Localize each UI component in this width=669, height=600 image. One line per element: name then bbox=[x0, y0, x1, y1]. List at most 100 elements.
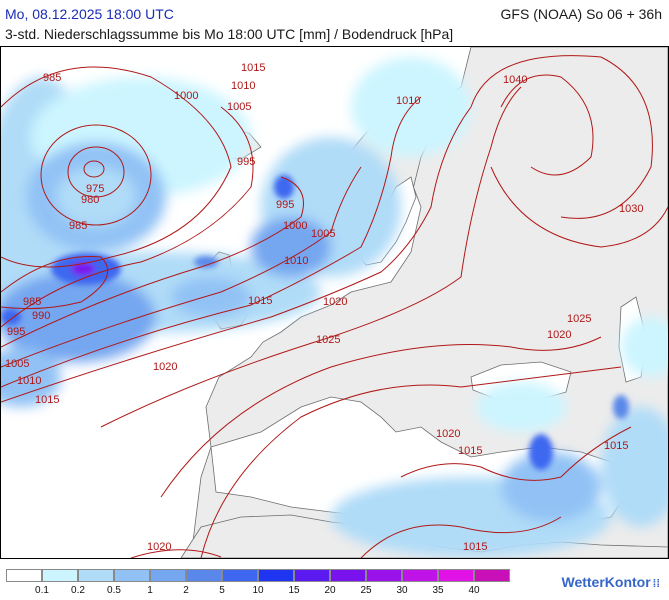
legend-swatch bbox=[222, 569, 258, 582]
isobar-labels: 985 1010 1015 1000 1005 995 975 980 985 … bbox=[5, 62, 643, 553]
weather-map: 985 1010 1015 1000 1005 995 975 980 985 … bbox=[0, 46, 669, 559]
precip-atlantic-low bbox=[1, 272, 156, 362]
isobar-label: 1040 bbox=[503, 74, 527, 86]
weather-map-canvas: 985 1010 1015 1000 1005 995 975 980 985 … bbox=[1, 47, 668, 558]
isobar-label: 1020 bbox=[323, 296, 347, 308]
isobar-1015-south bbox=[400, 426, 632, 481]
isobar-label: 1010 bbox=[396, 95, 420, 107]
precip-far-east bbox=[621, 317, 668, 377]
legend-swatch bbox=[402, 569, 438, 582]
precipitation-field bbox=[1, 57, 668, 557]
legend-swatch bbox=[366, 569, 402, 582]
legend-label: 2 bbox=[183, 585, 189, 596]
isobar-1020-africa bbox=[130, 549, 222, 558]
isobar-label: 1020 bbox=[147, 541, 171, 553]
isobar-995-west bbox=[1, 106, 254, 328]
isobar-1025 bbox=[160, 336, 602, 498]
isobar-label: 995 bbox=[237, 156, 255, 168]
valid-datetime: Mo, 08.12.2025 18:00 UTC bbox=[5, 6, 174, 22]
precip-levant bbox=[601, 407, 668, 527]
legend-label: 10 bbox=[252, 585, 264, 596]
isobar-1015-africa bbox=[360, 516, 562, 558]
legend-label: 1 bbox=[147, 585, 153, 596]
precipitation-intense bbox=[1, 175, 629, 470]
legend-label: 0.5 bbox=[107, 585, 121, 596]
isobar-label: 1015 bbox=[241, 62, 265, 74]
isobar-1000 bbox=[1, 176, 304, 348]
isobar-label: 1020 bbox=[547, 329, 571, 341]
legend-label: 25 bbox=[360, 585, 372, 596]
isobar-label: 1010 bbox=[231, 80, 255, 92]
legend-swatch bbox=[474, 569, 510, 582]
legend-swatch bbox=[150, 569, 186, 582]
isobar-985-south bbox=[1, 255, 109, 310]
model-run-info: GFS (NOAA) So 06 + 36h bbox=[500, 6, 662, 22]
map-description: 3-std. Niederschlagssumme bis Mo 18:00 U… bbox=[5, 26, 454, 42]
isobar-1040 bbox=[500, 74, 594, 176]
legend-label: 35 bbox=[432, 585, 444, 596]
isobar-label: 985 bbox=[69, 220, 87, 232]
isobar-label: 1015 bbox=[35, 394, 59, 406]
isobar-label: 1010 bbox=[17, 375, 41, 387]
legend-swatch bbox=[258, 569, 294, 582]
legend-swatch bbox=[42, 569, 78, 582]
isobar-label: 1005 bbox=[311, 228, 335, 240]
legend-swatch bbox=[294, 569, 330, 582]
legend-swatch bbox=[186, 569, 222, 582]
precip-intense-low-core bbox=[71, 262, 95, 276]
legend-swatch bbox=[6, 569, 42, 582]
precip-intense-britain bbox=[194, 256, 218, 268]
legend-swatch bbox=[438, 569, 474, 582]
isobar-1035 bbox=[470, 55, 653, 219]
isobar-975 bbox=[83, 160, 105, 178]
legend-label: 15 bbox=[288, 585, 300, 596]
isobar-label: 1020 bbox=[436, 428, 460, 440]
precip-intense-west bbox=[1, 309, 21, 325]
isobar-label: 985 bbox=[43, 72, 61, 84]
isobar-label: 1025 bbox=[316, 334, 340, 346]
legend-label: 0.2 bbox=[71, 585, 85, 596]
isobar-label: 985 bbox=[23, 296, 41, 308]
precip-intense-crete bbox=[529, 434, 553, 470]
brand-mark-icon: ⁞⁞ bbox=[652, 578, 660, 590]
legend-label: 30 bbox=[396, 585, 408, 596]
isobar-1030 bbox=[490, 166, 668, 248]
isobars bbox=[1, 55, 668, 558]
isobar-1015 bbox=[1, 106, 472, 403]
brand-logo: WetterKontor ⁞⁞ bbox=[561, 574, 660, 590]
legend-swatch bbox=[330, 569, 366, 582]
isobar-985-north bbox=[40, 124, 152, 226]
isobar-1010 bbox=[1, 96, 422, 388]
isobar-label: 1000 bbox=[174, 90, 198, 102]
isobar-label: 1015 bbox=[463, 541, 487, 553]
isobar-label: 1020 bbox=[153, 361, 177, 373]
legend-swatch bbox=[78, 569, 114, 582]
legend-label: 0.1 bbox=[35, 585, 49, 596]
isobar-label: 995 bbox=[276, 199, 294, 211]
legend-label: 40 bbox=[468, 585, 480, 596]
precip-west-edge bbox=[1, 347, 61, 407]
precip-intense-levant bbox=[613, 395, 629, 419]
isobar-label: 1015 bbox=[604, 440, 628, 452]
isobar-label: 1005 bbox=[5, 358, 29, 370]
isobar-label: 990 bbox=[32, 310, 50, 322]
isobar-label: 1005 bbox=[227, 101, 251, 113]
isobar-980 bbox=[67, 146, 125, 198]
isobar-1005 bbox=[1, 166, 362, 368]
precip-north-sea bbox=[251, 217, 331, 277]
isobar-label: 1010 bbox=[284, 255, 308, 267]
isobar-label: 1025 bbox=[567, 313, 591, 325]
isobar-label: 1000 bbox=[283, 220, 307, 232]
legend-swatch bbox=[114, 569, 150, 582]
precip-turkey bbox=[476, 382, 566, 432]
legend-label: 20 bbox=[324, 585, 336, 596]
isobar-label: 1015 bbox=[248, 295, 272, 307]
isobar-label: 1030 bbox=[619, 203, 643, 215]
isobar-990 bbox=[1, 66, 232, 268]
isobar-label: 995 bbox=[7, 326, 25, 338]
legend-label: 5 bbox=[219, 585, 225, 596]
isobar-1020-north bbox=[100, 86, 522, 428]
isobar-label: 1015 bbox=[458, 445, 482, 457]
brand-name: WetterKontor bbox=[561, 574, 651, 590]
precip-britain bbox=[171, 277, 251, 317]
